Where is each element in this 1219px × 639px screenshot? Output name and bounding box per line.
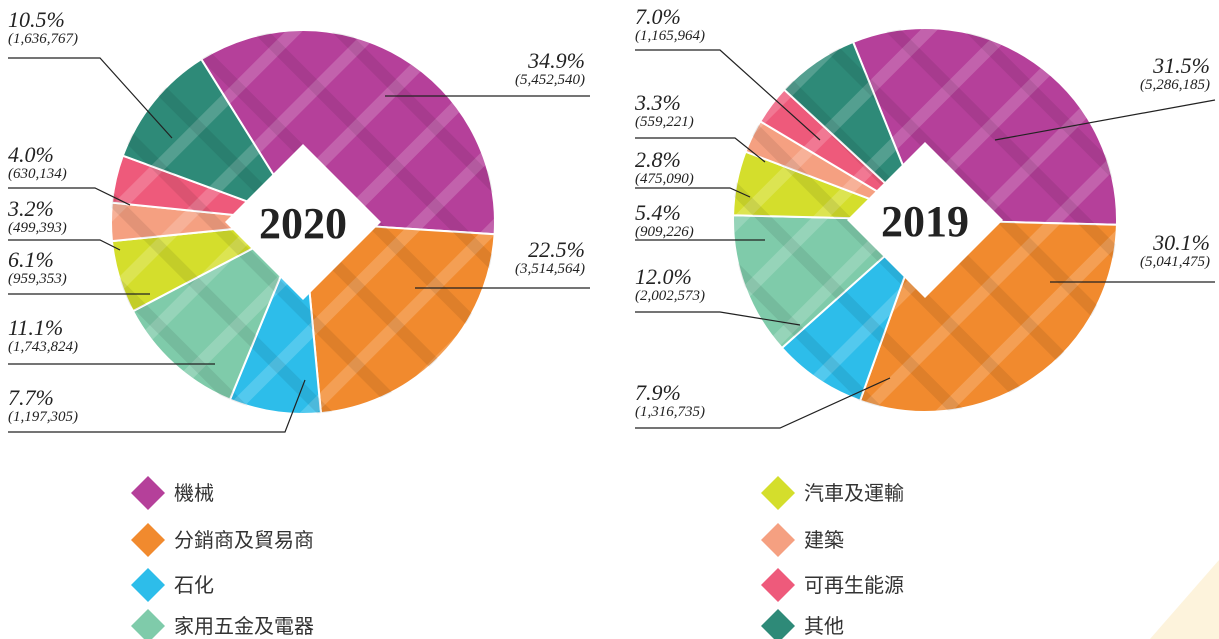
legend-label: 石化: [174, 573, 214, 597]
percent-label: 34.9%: [527, 48, 585, 73]
legend-swatch: [131, 523, 165, 557]
amount-label: (1,165,964): [635, 28, 705, 44]
percent-label: 30.1%: [1152, 230, 1210, 255]
percent-label: 11.1%: [8, 315, 63, 340]
leader-line: [635, 311, 801, 326]
amount-label: (3,514,564): [515, 261, 585, 277]
legend-swatch: [131, 568, 165, 602]
percent-label: 22.5%: [528, 237, 585, 262]
year-title: 2019: [881, 197, 969, 246]
percent-label: 3.2%: [7, 196, 54, 221]
leader-line: [8, 187, 131, 206]
amount-label: (1,743,824): [8, 339, 78, 355]
legend-label: 家用五金及電器: [174, 614, 314, 638]
center-diamond: [225, 144, 381, 300]
amount-label: (1,636,767): [8, 31, 78, 47]
leader-line: [635, 137, 766, 163]
amount-label: (959,353): [8, 271, 67, 287]
percent-label: 12.0%: [635, 264, 692, 289]
percent-label: 7.7%: [8, 385, 54, 410]
percent-label: 6.1%: [8, 247, 54, 272]
leader-line: [635, 49, 821, 141]
percent-label: 3.3%: [634, 90, 681, 115]
percent-label: 4.0%: [8, 142, 54, 167]
legend-swatch: [761, 523, 795, 557]
leader-line: [635, 187, 751, 198]
legend-label: 機械: [174, 481, 214, 505]
legend-swatch: [761, 609, 795, 639]
leader-line: [8, 379, 306, 433]
amount-label: (630,134): [8, 166, 67, 182]
amount-label: (909,226): [635, 224, 694, 240]
percent-label: 31.5%: [1152, 53, 1210, 78]
amount-label: (5,041,475): [1140, 254, 1210, 270]
legend-swatch: [131, 609, 165, 639]
legend-label: 建築: [804, 528, 844, 552]
amount-label: (1,316,735): [635, 404, 705, 420]
percent-label: 2.8%: [635, 147, 681, 172]
legend-swatch: [761, 476, 795, 510]
percent-label: 7.0%: [635, 4, 681, 29]
legend-label: 汽車及運輸: [804, 481, 904, 505]
amount-label: (475,090): [635, 171, 694, 187]
corner-decoration: [1150, 560, 1219, 639]
percent-label: 7.9%: [635, 380, 681, 405]
amount-label: (499,393): [8, 220, 67, 236]
legend-label: 分銷商及貿易商: [174, 528, 314, 552]
leader-line: [994, 99, 1216, 141]
legend-swatch: [761, 568, 795, 602]
legend-label: 其他: [804, 614, 844, 638]
year-title: 2020: [259, 199, 347, 248]
amount-label: (5,286,185): [1140, 77, 1210, 93]
center-diamond: [847, 142, 1003, 298]
leader-line: [8, 57, 173, 139]
percent-label: 5.4%: [635, 200, 681, 225]
amount-label: (559,221): [635, 114, 694, 130]
percent-label: 10.5%: [8, 7, 65, 32]
leader-line: [8, 239, 121, 251]
amount-label: (5,452,540): [515, 72, 585, 88]
legend-label: 可再生能源: [804, 573, 904, 597]
leader-line: [635, 377, 891, 429]
amount-label: (1,197,305): [8, 409, 78, 425]
amount-label: (2,002,573): [635, 288, 705, 304]
legend-swatch: [131, 476, 165, 510]
